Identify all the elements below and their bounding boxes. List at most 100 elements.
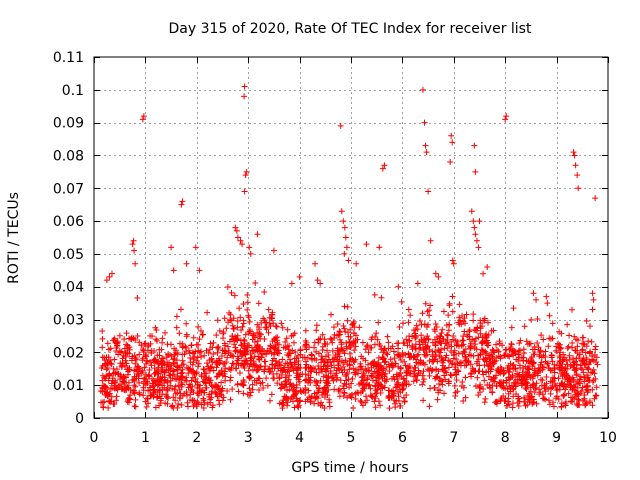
data-point: [441, 390, 448, 397]
data-point: [589, 353, 596, 360]
data-point: [312, 260, 319, 267]
data-point: [400, 375, 407, 382]
data-point: [148, 362, 155, 369]
data-point: [350, 340, 357, 347]
data-point: [506, 353, 513, 360]
data-point: [522, 385, 529, 392]
data-point: [124, 342, 131, 349]
data-point: [569, 374, 576, 381]
data-point: [445, 312, 452, 319]
data-point: [461, 349, 468, 356]
data-point: [324, 382, 331, 389]
data-point: [435, 386, 442, 393]
data-point: [429, 339, 436, 346]
data-point: [538, 382, 545, 389]
data-point: [153, 394, 160, 401]
data-point: [240, 390, 247, 397]
data-point: [564, 321, 571, 328]
data-point: [589, 402, 596, 409]
data-point: [532, 346, 539, 353]
data-point: [295, 376, 302, 383]
data-point: [413, 377, 420, 384]
data-point: [234, 324, 241, 331]
data-point: [415, 351, 422, 358]
data-point: [508, 341, 515, 348]
data-point: [507, 345, 514, 352]
data-point: [146, 384, 153, 391]
data-point: [231, 341, 238, 348]
data-point: [241, 83, 248, 90]
data-point: [240, 320, 247, 327]
data-point: [482, 348, 489, 355]
data-point: [510, 385, 517, 392]
data-point: [115, 370, 122, 377]
data-point: [196, 267, 203, 274]
data-point: [268, 391, 275, 398]
data-point: [550, 377, 557, 384]
data-point: [272, 362, 279, 369]
data-point: [263, 326, 270, 333]
data-point: [363, 343, 370, 350]
data-point: [215, 397, 222, 404]
data-point: [245, 314, 252, 321]
data-point: [440, 308, 447, 315]
data-point: [270, 320, 277, 327]
data-point: [107, 386, 114, 393]
data-point: [470, 317, 477, 324]
data-point: [250, 358, 257, 365]
data-point: [193, 403, 200, 410]
data-point: [472, 383, 479, 390]
data-point: [320, 385, 327, 392]
data-point: [573, 372, 580, 379]
data-point: [206, 368, 213, 375]
data-point: [227, 377, 234, 384]
data-point: [103, 391, 110, 398]
data-point: [218, 379, 225, 386]
data-point: [284, 326, 291, 333]
data-point: [114, 342, 121, 349]
data-point: [282, 374, 289, 381]
data-point: [553, 348, 560, 355]
data-point: [224, 388, 231, 395]
data-point: [493, 372, 500, 379]
data-point: [481, 377, 488, 384]
data-point: [293, 365, 300, 372]
data-point: [371, 341, 378, 348]
data-point: [363, 241, 370, 248]
data-point: [186, 366, 193, 373]
data-point: [351, 324, 358, 331]
data-point: [240, 381, 247, 388]
data-point: [98, 364, 105, 371]
data-point: [358, 363, 365, 370]
data-point: [325, 352, 332, 359]
data-point: [584, 383, 591, 390]
data-point: [171, 345, 178, 352]
data-point: [553, 387, 560, 394]
data-point: [168, 362, 175, 369]
data-point: [577, 364, 584, 371]
data-point: [247, 351, 254, 358]
data-point: [466, 328, 473, 335]
data-point: [236, 370, 243, 377]
data-point: [502, 351, 509, 358]
data-point: [175, 401, 182, 408]
data-point: [147, 359, 154, 366]
data-point: [139, 367, 146, 374]
data-point: [352, 371, 359, 378]
data-point: [321, 404, 328, 411]
data-point: [482, 354, 489, 361]
data-point: [274, 380, 281, 387]
data-point: [573, 393, 580, 400]
data-point: [313, 322, 320, 329]
data-point: [526, 360, 533, 367]
data-point: [582, 401, 589, 408]
data-point: [272, 323, 279, 330]
data-point: [537, 366, 544, 373]
data-point: [475, 244, 482, 251]
data-point: [169, 402, 176, 409]
data-point: [389, 393, 396, 400]
data-point: [362, 393, 369, 400]
data-point: [319, 347, 326, 354]
data-point: [434, 396, 441, 403]
chart-title: Day 315 of 2020, Rate Of TEC Index for r…: [169, 21, 532, 37]
